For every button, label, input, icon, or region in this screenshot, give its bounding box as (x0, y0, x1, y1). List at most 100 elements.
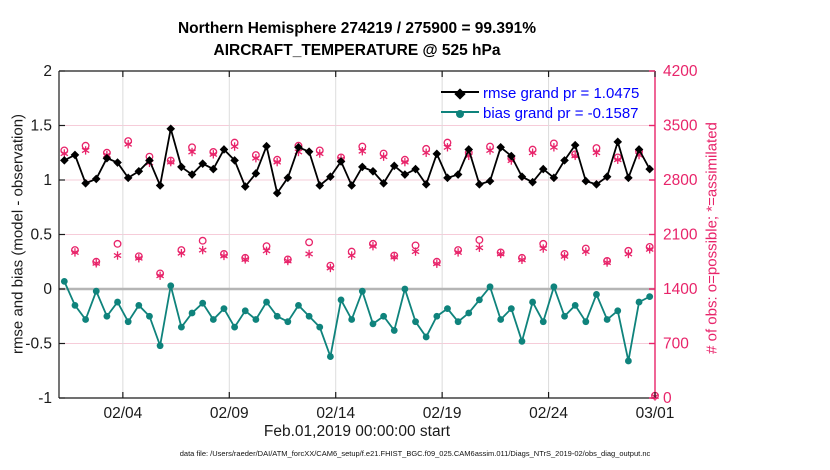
rmse-marker (496, 143, 505, 152)
obs-assimilated-marker (400, 159, 409, 165)
obs-assimilated-marker (251, 155, 260, 161)
obs-assimilated-marker (443, 144, 452, 150)
bias-marker (603, 316, 611, 323)
rmse-marker (475, 180, 484, 189)
rmse-marker (272, 188, 282, 198)
bias-marker (337, 296, 345, 304)
obs-assimilated-marker (390, 254, 399, 260)
bias-marker (571, 301, 579, 309)
chart-title: Northern Hemisphere 274219 / 275900 = 99… (59, 18, 655, 62)
rmse-marker (549, 173, 559, 183)
rmse-marker (102, 153, 112, 163)
bias-marker (454, 318, 462, 326)
left-tick-label: 1.5 (30, 118, 52, 135)
rmse-marker (507, 151, 516, 161)
bias-marker (518, 337, 526, 345)
right-tick-label: 0 (663, 390, 672, 407)
x-tick-label: 03/01 (636, 405, 675, 422)
rmse-marker (624, 173, 633, 183)
obs-assimilated-marker (60, 150, 69, 157)
obs-assimilated-marker (581, 248, 590, 255)
x-tick-label: 02/14 (316, 405, 355, 422)
bias-marker (401, 285, 409, 293)
bias-marker-icon (456, 110, 464, 118)
rmse-marker (432, 149, 442, 159)
bias-marker (124, 318, 132, 326)
obs-assimilated-marker (603, 259, 612, 266)
obs-assimilated-marker (539, 245, 548, 252)
bias-marker (646, 293, 654, 301)
rmse-marker (91, 174, 101, 184)
bias-marker (231, 323, 239, 331)
rmse-marker (592, 180, 601, 189)
x-tick-label: 02/04 (103, 405, 142, 422)
x-axis-label: Feb.01,2019 00:00:00 start (263, 423, 451, 440)
rmse-marker (528, 177, 537, 187)
rmse-marker (485, 176, 495, 186)
bias-marker (146, 312, 153, 320)
bias-marker (316, 323, 324, 331)
rmse-marker (379, 178, 388, 188)
chart-title-line2: AIRCRAFT_TEMPERATURE @ 525 hPa (213, 42, 501, 59)
right-tick-label: 3500 (663, 118, 698, 135)
obs-assimilated-marker (560, 253, 569, 259)
obs-assimilated-marker (549, 144, 558, 150)
obs-assimilated-marker (166, 159, 175, 165)
bias-marker (135, 301, 143, 309)
obs-assimilated-marker (411, 248, 420, 255)
legend: rmse grand pr = 1.0475 bias grand pr = -… (441, 84, 639, 122)
x-tick-label: 02/24 (529, 405, 568, 422)
chart-title-line1: Northern Hemisphere 274219 / 275900 = 99… (177, 20, 536, 37)
obs-assimilated-marker (369, 243, 377, 249)
bias-marker (465, 309, 473, 317)
obs-assimilated-marker (188, 149, 196, 155)
bias-marker (82, 316, 90, 323)
rmse-marker (326, 172, 335, 182)
rmse-marker (368, 166, 378, 176)
right-tick-label: 700 (663, 336, 689, 353)
right-tick-label: 1400 (663, 281, 698, 298)
bias-marker (209, 316, 217, 323)
bias-marker (114, 298, 121, 306)
obs-possible-marker (198, 236, 207, 245)
right-tick-label: 2800 (663, 172, 698, 189)
obs-assimilated-marker (113, 252, 122, 259)
rmse-marker (240, 182, 250, 191)
right-tick-label: 2100 (663, 227, 698, 244)
bias-marker (188, 309, 196, 317)
rmse-marker (145, 156, 154, 165)
rmse-marker (602, 172, 612, 182)
rmse-marker (113, 158, 122, 167)
bias-marker (295, 301, 302, 309)
bias-marker (486, 283, 494, 291)
obs-assimilated-marker (230, 143, 239, 150)
obs-assimilated-marker (528, 150, 537, 156)
rmse-marker (60, 156, 69, 165)
bias-marker (369, 320, 377, 328)
rmse-marker (315, 181, 325, 190)
bias-marker (305, 312, 313, 320)
rmse-marker (538, 164, 548, 174)
bias-marker (593, 291, 600, 298)
obs-assimilated-marker (592, 150, 601, 156)
obs-assimilated-marker (92, 260, 101, 266)
bias-marker (497, 316, 505, 323)
obs-possible-marker (475, 235, 484, 244)
rmse-marker (219, 145, 229, 154)
rmse-marker (453, 170, 463, 179)
obs-assimilated-marker (496, 251, 505, 257)
obs-assimilated-marker (624, 251, 633, 257)
bias-line (63, 281, 651, 362)
rmse-marker (613, 137, 623, 147)
rmse-marker (81, 178, 90, 188)
legend-label-bias: bias grand pr = -0.1587 (483, 104, 639, 122)
obs-assimilated-marker (156, 273, 165, 279)
rmse-marker (570, 140, 580, 150)
bias-marker (220, 305, 228, 313)
right-axis-label: # of obs: o=possible; *=assimilated (703, 122, 721, 354)
obs-possible-marker (305, 238, 314, 247)
left-tick-label: 0.5 (30, 227, 52, 244)
obs-assimilated-marker (326, 265, 335, 271)
rmse-marker (581, 176, 591, 186)
obs-assimilated-marker (518, 257, 526, 263)
